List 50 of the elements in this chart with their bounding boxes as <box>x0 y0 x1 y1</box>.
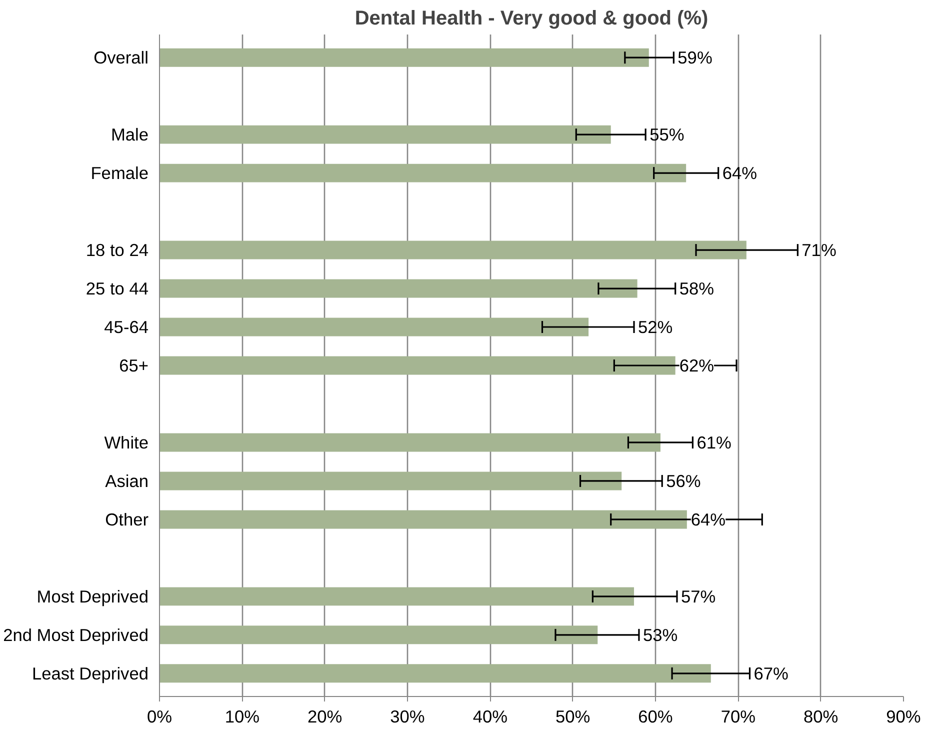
data-label: 52% <box>638 317 673 338</box>
x-tick-label: 70% <box>720 706 756 726</box>
y-tick-label: Female <box>90 163 148 184</box>
x-tick-label: 50% <box>555 706 590 726</box>
bar <box>160 125 611 144</box>
data-label: 67% <box>754 663 788 684</box>
y-tick-label: Other <box>105 509 149 530</box>
y-tick-label: 45-64 <box>104 317 149 338</box>
y-tick-label: Overall <box>94 48 149 68</box>
y-tick-label: Most Deprived <box>36 586 149 606</box>
bar <box>160 164 686 182</box>
y-tick-label: Asian <box>105 470 149 491</box>
x-tick-label: 30% <box>390 706 425 726</box>
data-label: 53% <box>642 624 678 645</box>
x-tick-label: 60% <box>638 706 673 726</box>
data-label: 56% <box>666 470 701 491</box>
data-label: 58% <box>679 278 714 299</box>
x-tick-label: 40% <box>472 706 508 726</box>
bar <box>160 318 589 336</box>
bar <box>160 510 687 529</box>
data-label: 64% <box>722 163 758 184</box>
bar <box>160 587 634 606</box>
data-label: 64% <box>690 509 726 530</box>
bar <box>160 279 638 298</box>
y-tick-label: 65+ <box>119 356 149 376</box>
y-tick-label: White <box>104 432 149 452</box>
data-label: 59% <box>678 48 712 68</box>
x-tick-label: 20% <box>307 706 342 726</box>
data-label: 71% <box>802 240 836 260</box>
data-label: 62% <box>679 356 714 376</box>
y-tick-label: Male <box>110 124 149 145</box>
bar <box>160 356 676 375</box>
bar <box>160 626 598 644</box>
x-tick-label: 80% <box>803 706 838 726</box>
bar <box>160 664 711 683</box>
chart-title: Dental Health - Very good & good (%) <box>354 8 708 30</box>
bar <box>160 433 660 452</box>
y-tick-label: Least Deprived <box>32 663 149 684</box>
data-label: 57% <box>680 586 716 606</box>
x-tick-label: 10% <box>224 706 260 726</box>
y-tick-label: 18 to 24 <box>86 240 149 260</box>
x-tick-label: 90% <box>886 706 921 726</box>
data-label: 61% <box>696 432 732 452</box>
x-tick-label: 0% <box>146 706 172 726</box>
y-tick-label: 25 to 44 <box>86 278 149 299</box>
y-tick-label: 2nd Most Deprived <box>3 624 148 645</box>
data-label: 55% <box>650 124 684 145</box>
bar <box>160 240 746 260</box>
bar <box>160 48 649 67</box>
bar <box>160 472 622 490</box>
